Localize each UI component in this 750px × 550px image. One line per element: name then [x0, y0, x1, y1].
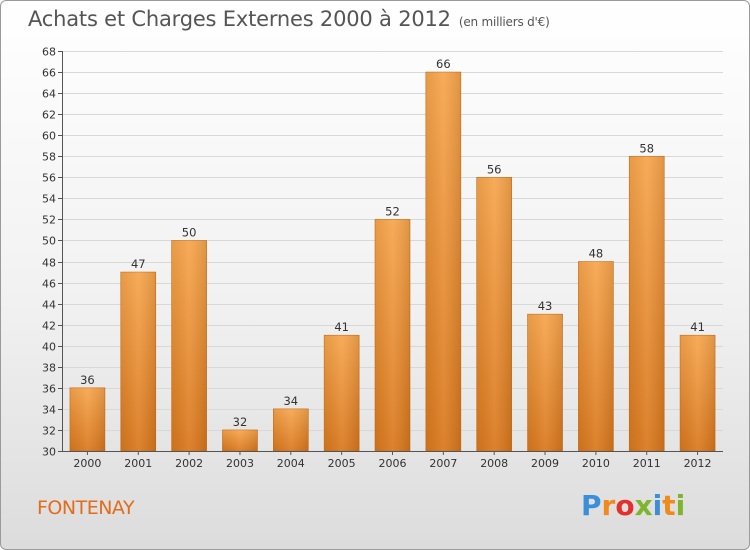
axis-layer: 30 32 34 36 38 40 42 44 46 48 50 52 54 56 58 60 62 64 66 68…: [42, 46, 723, 470]
y-tick-label: 38: [42, 362, 56, 375]
bar-shade: [476, 177, 512, 451]
x-tick-label: 2011: [633, 457, 661, 470]
x-tick-label: 2006: [379, 457, 407, 470]
title-text: Achats et Charges Externes 2000 à 2012: [28, 7, 451, 31]
chart-title: Achats et Charges Externes 2000 à 2012 (e…: [28, 7, 550, 31]
x-tick-label: 2012: [684, 457, 712, 470]
bar-shade: [629, 156, 665, 451]
bar-value-label: 56: [487, 162, 502, 176]
bar-layer: 36 47 50 32 34 41 52 66 56 43 48 58 41: [69, 57, 716, 452]
bar-shade: [171, 240, 207, 451]
bar-value-label: 41: [690, 320, 705, 334]
logo-letter: i: [675, 489, 686, 522]
bar-value-label: 66: [436, 57, 451, 71]
x-tick-label: 2009: [531, 457, 559, 470]
bar-value-label: 47: [131, 257, 146, 271]
y-tick-label: 50: [42, 235, 56, 248]
y-tick-label: 60: [42, 130, 56, 143]
bar-value-label: 41: [334, 320, 349, 334]
bar-shade: [375, 219, 410, 451]
x-tick-label: 2003: [226, 457, 254, 470]
y-tick-label: 58: [42, 151, 56, 164]
bar-value-label: 50: [182, 225, 197, 239]
x-tick-label: 2005: [328, 457, 356, 470]
town-name: FONTENAY: [37, 497, 135, 519]
y-tick-label: 54: [42, 193, 56, 206]
bar-shade: [324, 335, 360, 451]
bar-shade: [120, 272, 156, 451]
y-tick-label: 56: [42, 172, 56, 185]
bar-value-label: 34: [283, 394, 298, 408]
x-tick-label: 2007: [429, 457, 457, 470]
x-tick-label: 2008: [480, 457, 508, 470]
logo-letter: P: [581, 489, 602, 522]
x-tick-label: 2000: [73, 457, 101, 470]
bar-value-label: 36: [80, 373, 95, 387]
logo-letter: t: [662, 489, 676, 522]
y-tick-label: 32: [42, 425, 56, 438]
y-tick-label: 52: [42, 214, 56, 227]
y-tick-label: 40: [42, 341, 56, 354]
logo-letter: o: [615, 489, 635, 522]
bar-shade: [222, 429, 258, 451]
bar-shade: [578, 261, 614, 451]
y-tick-label: 36: [42, 383, 56, 396]
x-tick-label: 2010: [582, 457, 610, 470]
logo-letter: i: [652, 489, 663, 522]
y-tick-label: 64: [42, 88, 56, 101]
y-tick-label: 46: [42, 278, 56, 291]
y-tick-label: 42: [42, 320, 56, 333]
y-tick-label: 68: [42, 46, 56, 59]
y-tick-label: 48: [42, 257, 56, 270]
y-tick-label: 34: [42, 404, 56, 417]
logo-letter: r: [601, 489, 616, 522]
bar-value-label: 48: [589, 247, 604, 261]
bar-value-label: 58: [639, 141, 654, 155]
bar-shade: [425, 72, 461, 451]
x-tick-label: 2001: [124, 457, 152, 470]
proxiti-logo: Proxiti: [581, 489, 685, 522]
y-tick-label: 44: [42, 299, 56, 312]
bar-shade: [273, 408, 309, 451]
chart-subtitle: (en milliers d'€): [458, 15, 550, 29]
x-tick-label: 2004: [277, 457, 305, 470]
bar-value-label: 32: [233, 415, 248, 429]
y-tick-label: 66: [42, 67, 56, 80]
bar-shade: [69, 387, 105, 451]
bar-shade: [680, 335, 716, 451]
bar-shade: [527, 314, 563, 451]
bar-value-label: 43: [538, 299, 553, 313]
bar-value-label: 52: [385, 204, 400, 218]
y-tick-label: 62: [42, 109, 56, 122]
logo-letter: x: [634, 489, 653, 522]
y-tick-label: 30: [42, 446, 56, 459]
x-tick-label: 2002: [175, 457, 203, 470]
